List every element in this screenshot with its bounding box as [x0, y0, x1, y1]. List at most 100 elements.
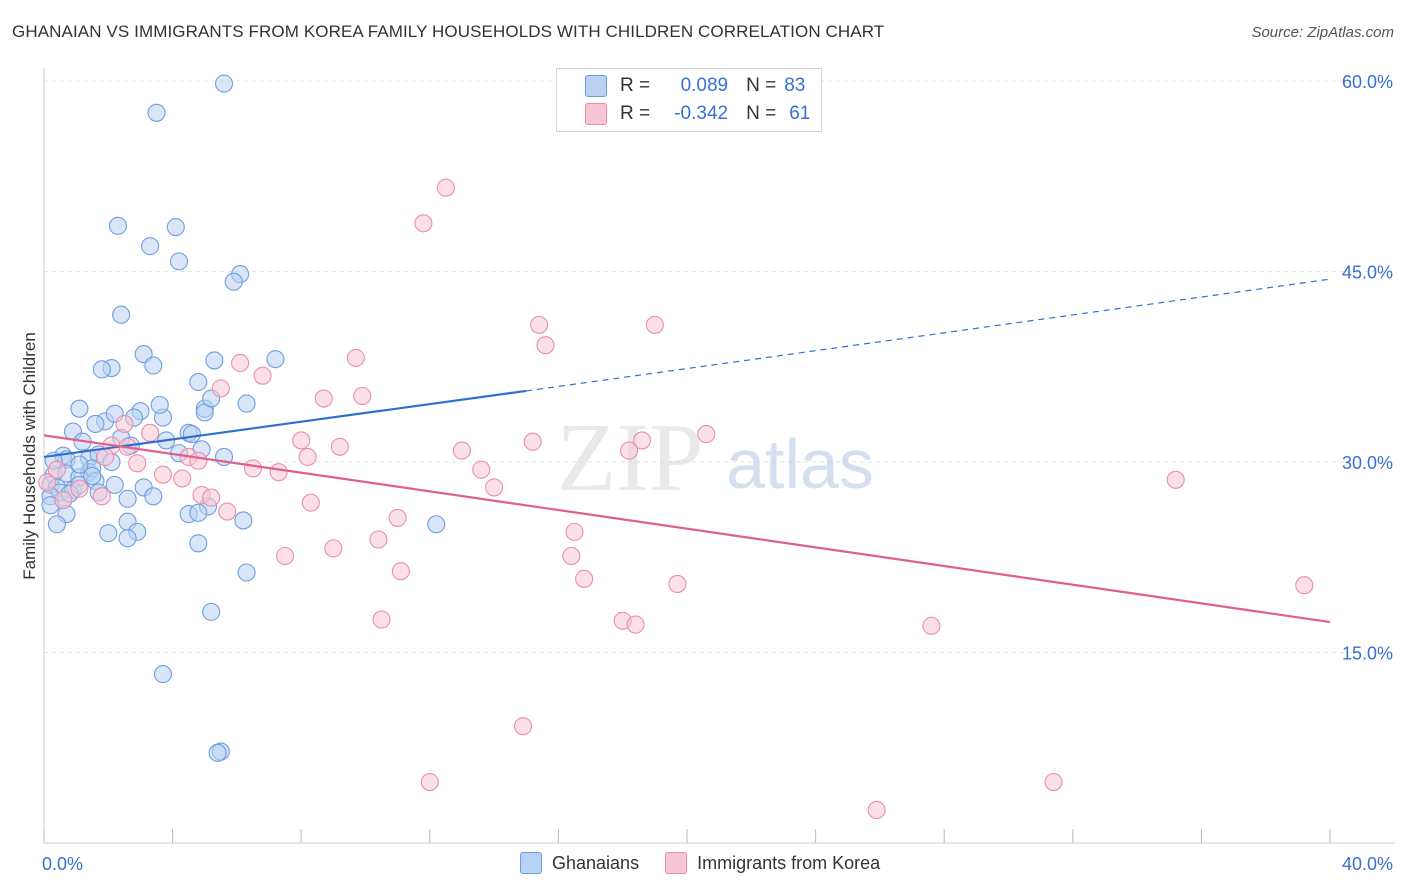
- source-label: Source: ZipAtlas.com: [1251, 24, 1394, 41]
- korea-point: [54, 491, 73, 510]
- ghanaian-point: [147, 103, 166, 122]
- legend-swatch-pink: [665, 852, 688, 874]
- korea-trend-line: [43, 434, 1331, 624]
- korea-point: [391, 562, 410, 581]
- ghanaian-point: [234, 511, 253, 530]
- korea-point: [330, 437, 349, 456]
- korea-point: [388, 508, 407, 527]
- korea-points: [38, 178, 1314, 820]
- ghanaian-trend-extension: [526, 278, 1331, 392]
- korea-point: [173, 469, 192, 488]
- watermark: ZIP atlas: [557, 404, 874, 512]
- legend-label-korea: Immigrants from Korea: [697, 852, 881, 873]
- ghanaian-point: [150, 395, 169, 414]
- korea-point: [513, 717, 533, 736]
- series-legend: Ghanaians Immigrants from Korea: [520, 852, 906, 874]
- korea-point: [353, 386, 372, 406]
- ghanaian-point: [108, 216, 127, 235]
- korea-point: [141, 423, 160, 442]
- ghanaian-point: [144, 356, 163, 375]
- korea-point: [530, 315, 549, 334]
- korea-point: [867, 800, 886, 820]
- y-tick-label: 30.0%: [1342, 453, 1393, 473]
- legend-label-ghanaians: Ghanaians: [552, 852, 640, 873]
- ghanaian-point: [166, 218, 185, 237]
- watermark-atlas: atlas: [726, 425, 874, 503]
- legend-n-value: 61: [789, 103, 811, 124]
- ghanaian-point: [47, 515, 66, 534]
- korea-point: [253, 366, 272, 385]
- korea-point: [47, 460, 66, 479]
- ghanaian-point: [189, 372, 208, 392]
- ghanaian-point: [99, 524, 118, 543]
- korea-point: [1044, 772, 1063, 792]
- korea-point: [565, 522, 584, 541]
- korea-point: [189, 451, 208, 470]
- ghanaian-point: [144, 487, 163, 506]
- korea-point: [276, 546, 295, 566]
- korea-point: [369, 530, 388, 549]
- korea-point: [324, 539, 343, 558]
- legend-n-value: 83: [784, 75, 806, 96]
- ghanaian-point: [237, 394, 256, 413]
- ghanaian-point: [70, 455, 89, 474]
- korea-point: [301, 493, 320, 512]
- ghanaians-points: [41, 74, 446, 762]
- korea-point: [626, 615, 645, 634]
- ghanaian-point: [118, 529, 137, 548]
- legend-n-label: N =: [746, 75, 777, 96]
- korea-point: [1295, 576, 1314, 595]
- ghanaian-point: [427, 515, 446, 534]
- korea-point: [70, 479, 89, 498]
- ghanaian-point: [182, 425, 201, 444]
- korea-point: [645, 315, 664, 334]
- korea-point: [115, 414, 134, 433]
- korea-point: [562, 546, 581, 566]
- ghanaian-point: [189, 503, 208, 522]
- ghanaian-point: [83, 466, 102, 486]
- korea-point: [632, 431, 652, 450]
- ghanaian-point: [105, 475, 124, 494]
- legend-row-korea: R = -0.342 N = 61: [557, 100, 810, 128]
- ghanaian-point: [92, 360, 111, 379]
- korea-point: [314, 389, 333, 408]
- stats-legend: R = 0.089 N = 83 R = -0.342 N = 61: [556, 68, 822, 132]
- legend-n-label: N =: [746, 103, 777, 124]
- y-tick-label: 60.0%: [1342, 72, 1393, 92]
- trend-lines: [43, 278, 1331, 624]
- ghanaian-point: [208, 743, 227, 762]
- korea-point: [420, 772, 439, 792]
- ghanaian-point: [202, 602, 221, 621]
- korea-point: [697, 425, 716, 444]
- ghanaian-point: [153, 665, 173, 684]
- legend-swatch-blue: [520, 852, 542, 874]
- y-tick-label: 15.0%: [1342, 644, 1393, 664]
- legend-item-ghanaians[interactable]: Ghanaians: [520, 852, 639, 874]
- legend-r-value: 0.089: [680, 75, 729, 96]
- ghanaian-point: [224, 272, 243, 291]
- korea-point: [218, 502, 237, 521]
- korea-point: [231, 353, 250, 373]
- ghanaian-point: [214, 74, 234, 93]
- korea-point: [153, 465, 173, 484]
- chart-title: GHANAIAN VS IMMIGRANTS FROM KOREA FAMILY…: [12, 22, 885, 41]
- korea-point: [922, 616, 941, 635]
- ghanaian-point: [189, 534, 208, 553]
- korea-point: [668, 574, 687, 593]
- korea-point: [472, 460, 491, 479]
- legend-row-ghanaians: R = 0.089 N = 83: [557, 72, 805, 100]
- korea-point: [452, 441, 472, 460]
- x-tick-label: 0.0%: [42, 854, 83, 874]
- korea-point: [96, 447, 115, 466]
- legend-item-korea[interactable]: Immigrants from Korea: [665, 852, 880, 874]
- korea-point: [372, 610, 391, 629]
- ghanaian-point: [237, 563, 256, 582]
- korea-point: [202, 488, 221, 507]
- tick-labels: 15.0% 30.0% 45.0% 60.0% 0.0% 40.0%: [42, 72, 1393, 874]
- ghanaian-point: [266, 350, 285, 369]
- korea-point: [298, 447, 317, 466]
- korea-point: [128, 454, 147, 473]
- ghanaian-point: [169, 252, 189, 271]
- axes: [43, 68, 1395, 844]
- ghanaian-point: [112, 305, 131, 324]
